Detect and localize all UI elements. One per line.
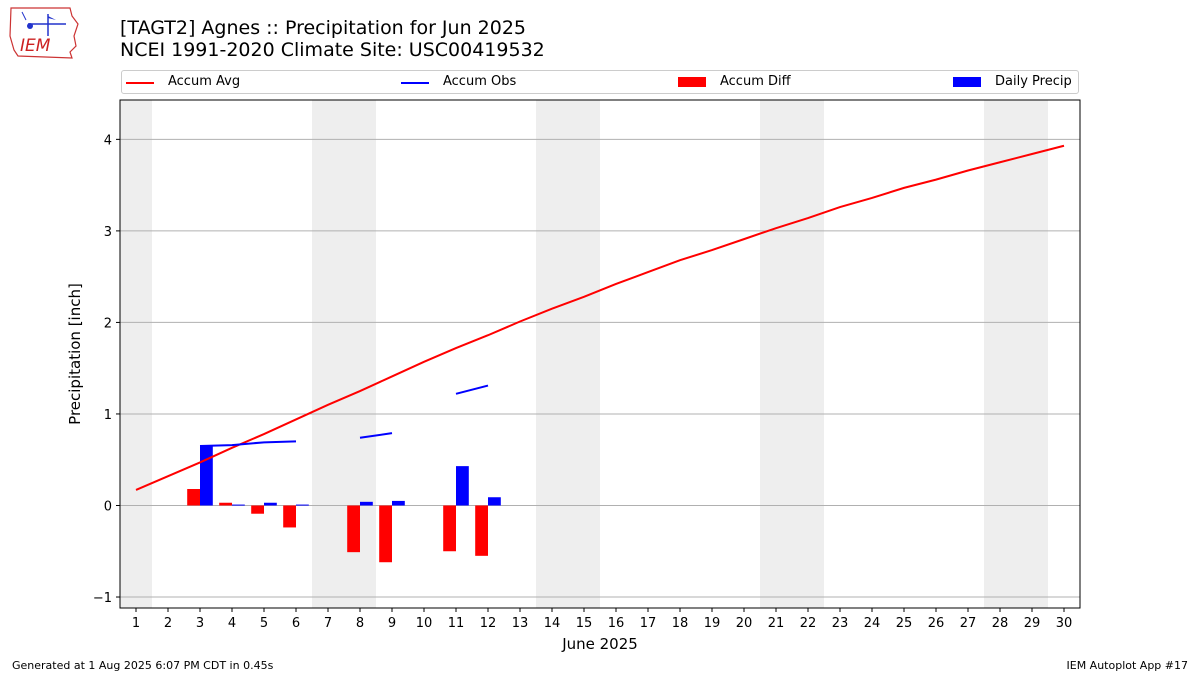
generated-timestamp: Generated at 1 Aug 2025 6:07 PM CDT in 0… [12, 659, 274, 672]
legend-label-daily-precip: Daily Precip [995, 74, 1072, 89]
accum-obs-line [359, 432, 393, 439]
weekend-band [312, 100, 376, 608]
x-tick-label: 6 [292, 616, 300, 631]
y-tick-label: 2 [104, 316, 112, 331]
x-tick-label: 12 [480, 616, 497, 631]
x-tick-label: 16 [608, 616, 625, 631]
y-axis-ticks: −1 0 1 2 3 4 [93, 133, 120, 606]
y-tick-label: 4 [104, 133, 112, 148]
y-tick-label: 0 [104, 499, 112, 514]
y-axis-label: Precipitation [inch] [66, 283, 84, 425]
x-tick-label: 14 [544, 616, 561, 631]
x-tick-label: 1 [132, 616, 140, 631]
weekend-band [760, 100, 824, 608]
accum-diff-bar [475, 505, 488, 556]
daily-precip-bar [360, 501, 373, 506]
x-tick-label: 9 [388, 616, 396, 631]
x-tick-label: 15 [576, 616, 593, 631]
weekend-bands [120, 100, 1048, 608]
x-tick-label: 5 [260, 616, 268, 631]
daily-precip-bar [264, 502, 277, 506]
x-tick-label: 25 [896, 616, 913, 631]
x-tick-label: 10 [416, 616, 433, 631]
daily-precip-bar [296, 504, 309, 506]
accum-diff-bar [443, 505, 456, 552]
daily-precip-bar [456, 466, 469, 506]
x-tick-label: 3 [196, 616, 204, 631]
x-tick-label: 29 [1024, 616, 1041, 631]
iem-logo: IEM [8, 6, 80, 60]
weekend-band [984, 100, 1048, 608]
accum-diff-bar [251, 505, 264, 514]
x-tick-label: 2 [164, 616, 172, 631]
logo-text: IEM [20, 36, 51, 56]
y-tick-label: −1 [93, 591, 112, 606]
plot-frame [119, 99, 1081, 609]
x-tick-label: 23 [832, 616, 849, 631]
daily-precip-bar [392, 500, 405, 506]
accum-avg-line [135, 144, 1065, 491]
accum-diff-bar [379, 505, 392, 563]
accum-diff-bar [219, 502, 232, 506]
legend-swatch-accum-obs [401, 82, 429, 84]
accum-obs-line [455, 384, 489, 395]
bars [187, 445, 501, 563]
daily-precip-bar [488, 497, 501, 506]
gridlines [120, 138, 1080, 598]
x-tick-label: 20 [736, 616, 753, 631]
x-tick-label: 28 [992, 616, 1009, 631]
x-tick-label: 22 [800, 616, 817, 631]
x-axis-ticks: 1 2 3 4 5 6 7 8 9 10 11 12 13 14 15 16 17 18 19 20 21 22 23 24 2… [132, 608, 1072, 631]
accum-diff-bar [283, 505, 296, 528]
legend: Accum Avg Accum Obs Accum Diff Daily Pre… [121, 70, 1079, 94]
x-tick-label: 24 [864, 616, 881, 631]
chart-subtitle: NCEI 1991-2020 Climate Site: USC00419532 [120, 39, 545, 61]
legend-swatch-accum-diff [678, 77, 706, 87]
accum-obs-line [199, 440, 297, 447]
lines [135, 144, 1065, 491]
legend-swatch-accum-avg [126, 82, 154, 84]
x-tick-label: 11 [448, 616, 465, 631]
x-tick-label: 18 [672, 616, 689, 631]
accum-diff-bar [187, 489, 200, 506]
x-tick-label: 19 [704, 616, 721, 631]
daily-precip-bar [200, 445, 213, 506]
weekend-band [120, 100, 152, 608]
x-tick-label: 17 [640, 616, 657, 631]
x-tick-label: 7 [324, 616, 332, 631]
chart-title: [TAGT2] Agnes :: Precipitation for Jun 2… [120, 17, 527, 39]
legend-label-accum-avg: Accum Avg [168, 74, 241, 89]
x-tick-label: 27 [960, 616, 977, 631]
weekend-band [536, 100, 600, 608]
x-tick-label: 8 [356, 616, 364, 631]
x-tick-label: 30 [1056, 616, 1073, 631]
x-tick-label: 4 [228, 616, 236, 631]
y-tick-label: 3 [104, 225, 112, 240]
x-tick-label: 13 [512, 616, 529, 631]
x-tick-label: 21 [768, 616, 785, 631]
legend-swatch-daily-precip [953, 77, 981, 87]
x-axis-label: June 2025 [561, 635, 638, 653]
x-tick-label: 26 [928, 616, 945, 631]
daily-precip-bar [232, 504, 245, 506]
legend-label-accum-diff: Accum Diff [720, 74, 791, 89]
legend-label-accum-obs: Accum Obs [443, 74, 517, 89]
accum-diff-bar [347, 505, 360, 553]
y-tick-label: 1 [104, 408, 112, 423]
app-credit: IEM Autoplot App #17 [1066, 659, 1189, 672]
